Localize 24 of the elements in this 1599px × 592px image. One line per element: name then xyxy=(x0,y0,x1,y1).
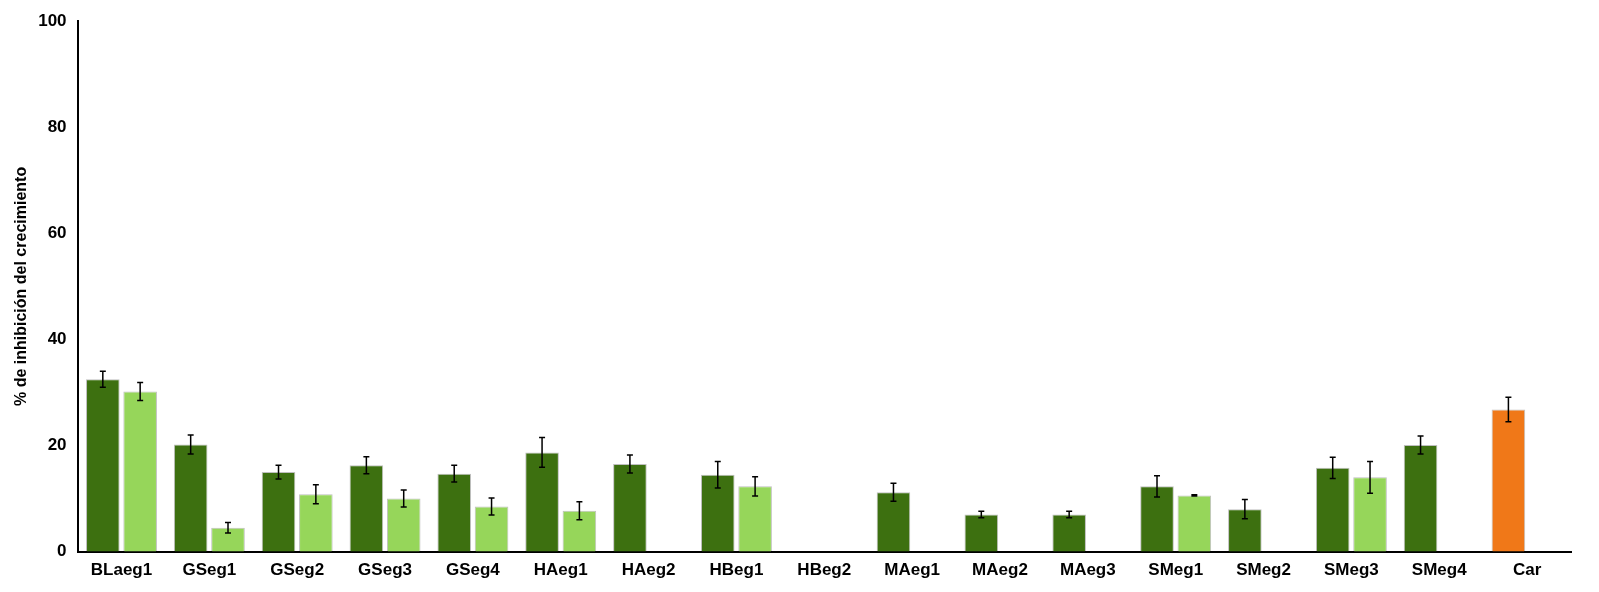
x-tick-label: GSeg1 xyxy=(182,560,237,580)
x-tick-label: SMeg1 xyxy=(1148,560,1204,580)
y-tick-label: 100 xyxy=(38,10,67,30)
x-tick-label: MAeg3 xyxy=(1059,560,1116,580)
x-tick-label: HBeg1 xyxy=(709,560,764,580)
x-tick-label: SMeg2 xyxy=(1236,560,1291,580)
y-tick-label: 40 xyxy=(47,329,67,349)
x-tick-label: BLaeg1 xyxy=(90,560,153,580)
y-tick-label: 0 xyxy=(57,541,67,561)
x-tick-label: HAeg2 xyxy=(621,560,676,580)
y-tick-label: 20 xyxy=(47,435,67,455)
x-tick-label: HBeg2 xyxy=(797,560,852,580)
x-tick-label: GSeg2 xyxy=(270,560,325,580)
x-tick-label: GSeg4 xyxy=(445,560,501,580)
y-tick-label: 80 xyxy=(47,116,67,136)
y-tick-label: 60 xyxy=(47,223,67,243)
x-tick-label: SMeg4 xyxy=(1411,560,1468,580)
x-tick-label: MAeg2 xyxy=(972,560,1028,580)
x-tick-label: GSeg3 xyxy=(358,560,412,580)
x-tick-label: SMeg3 xyxy=(1323,560,1379,580)
x-tick-label: HAeg1 xyxy=(533,560,588,580)
y-axis-title: % de inhibición del crecimiento xyxy=(12,166,30,406)
x-tick-label: MAeg1 xyxy=(884,560,940,580)
x-tick-label: Car xyxy=(1512,560,1542,580)
